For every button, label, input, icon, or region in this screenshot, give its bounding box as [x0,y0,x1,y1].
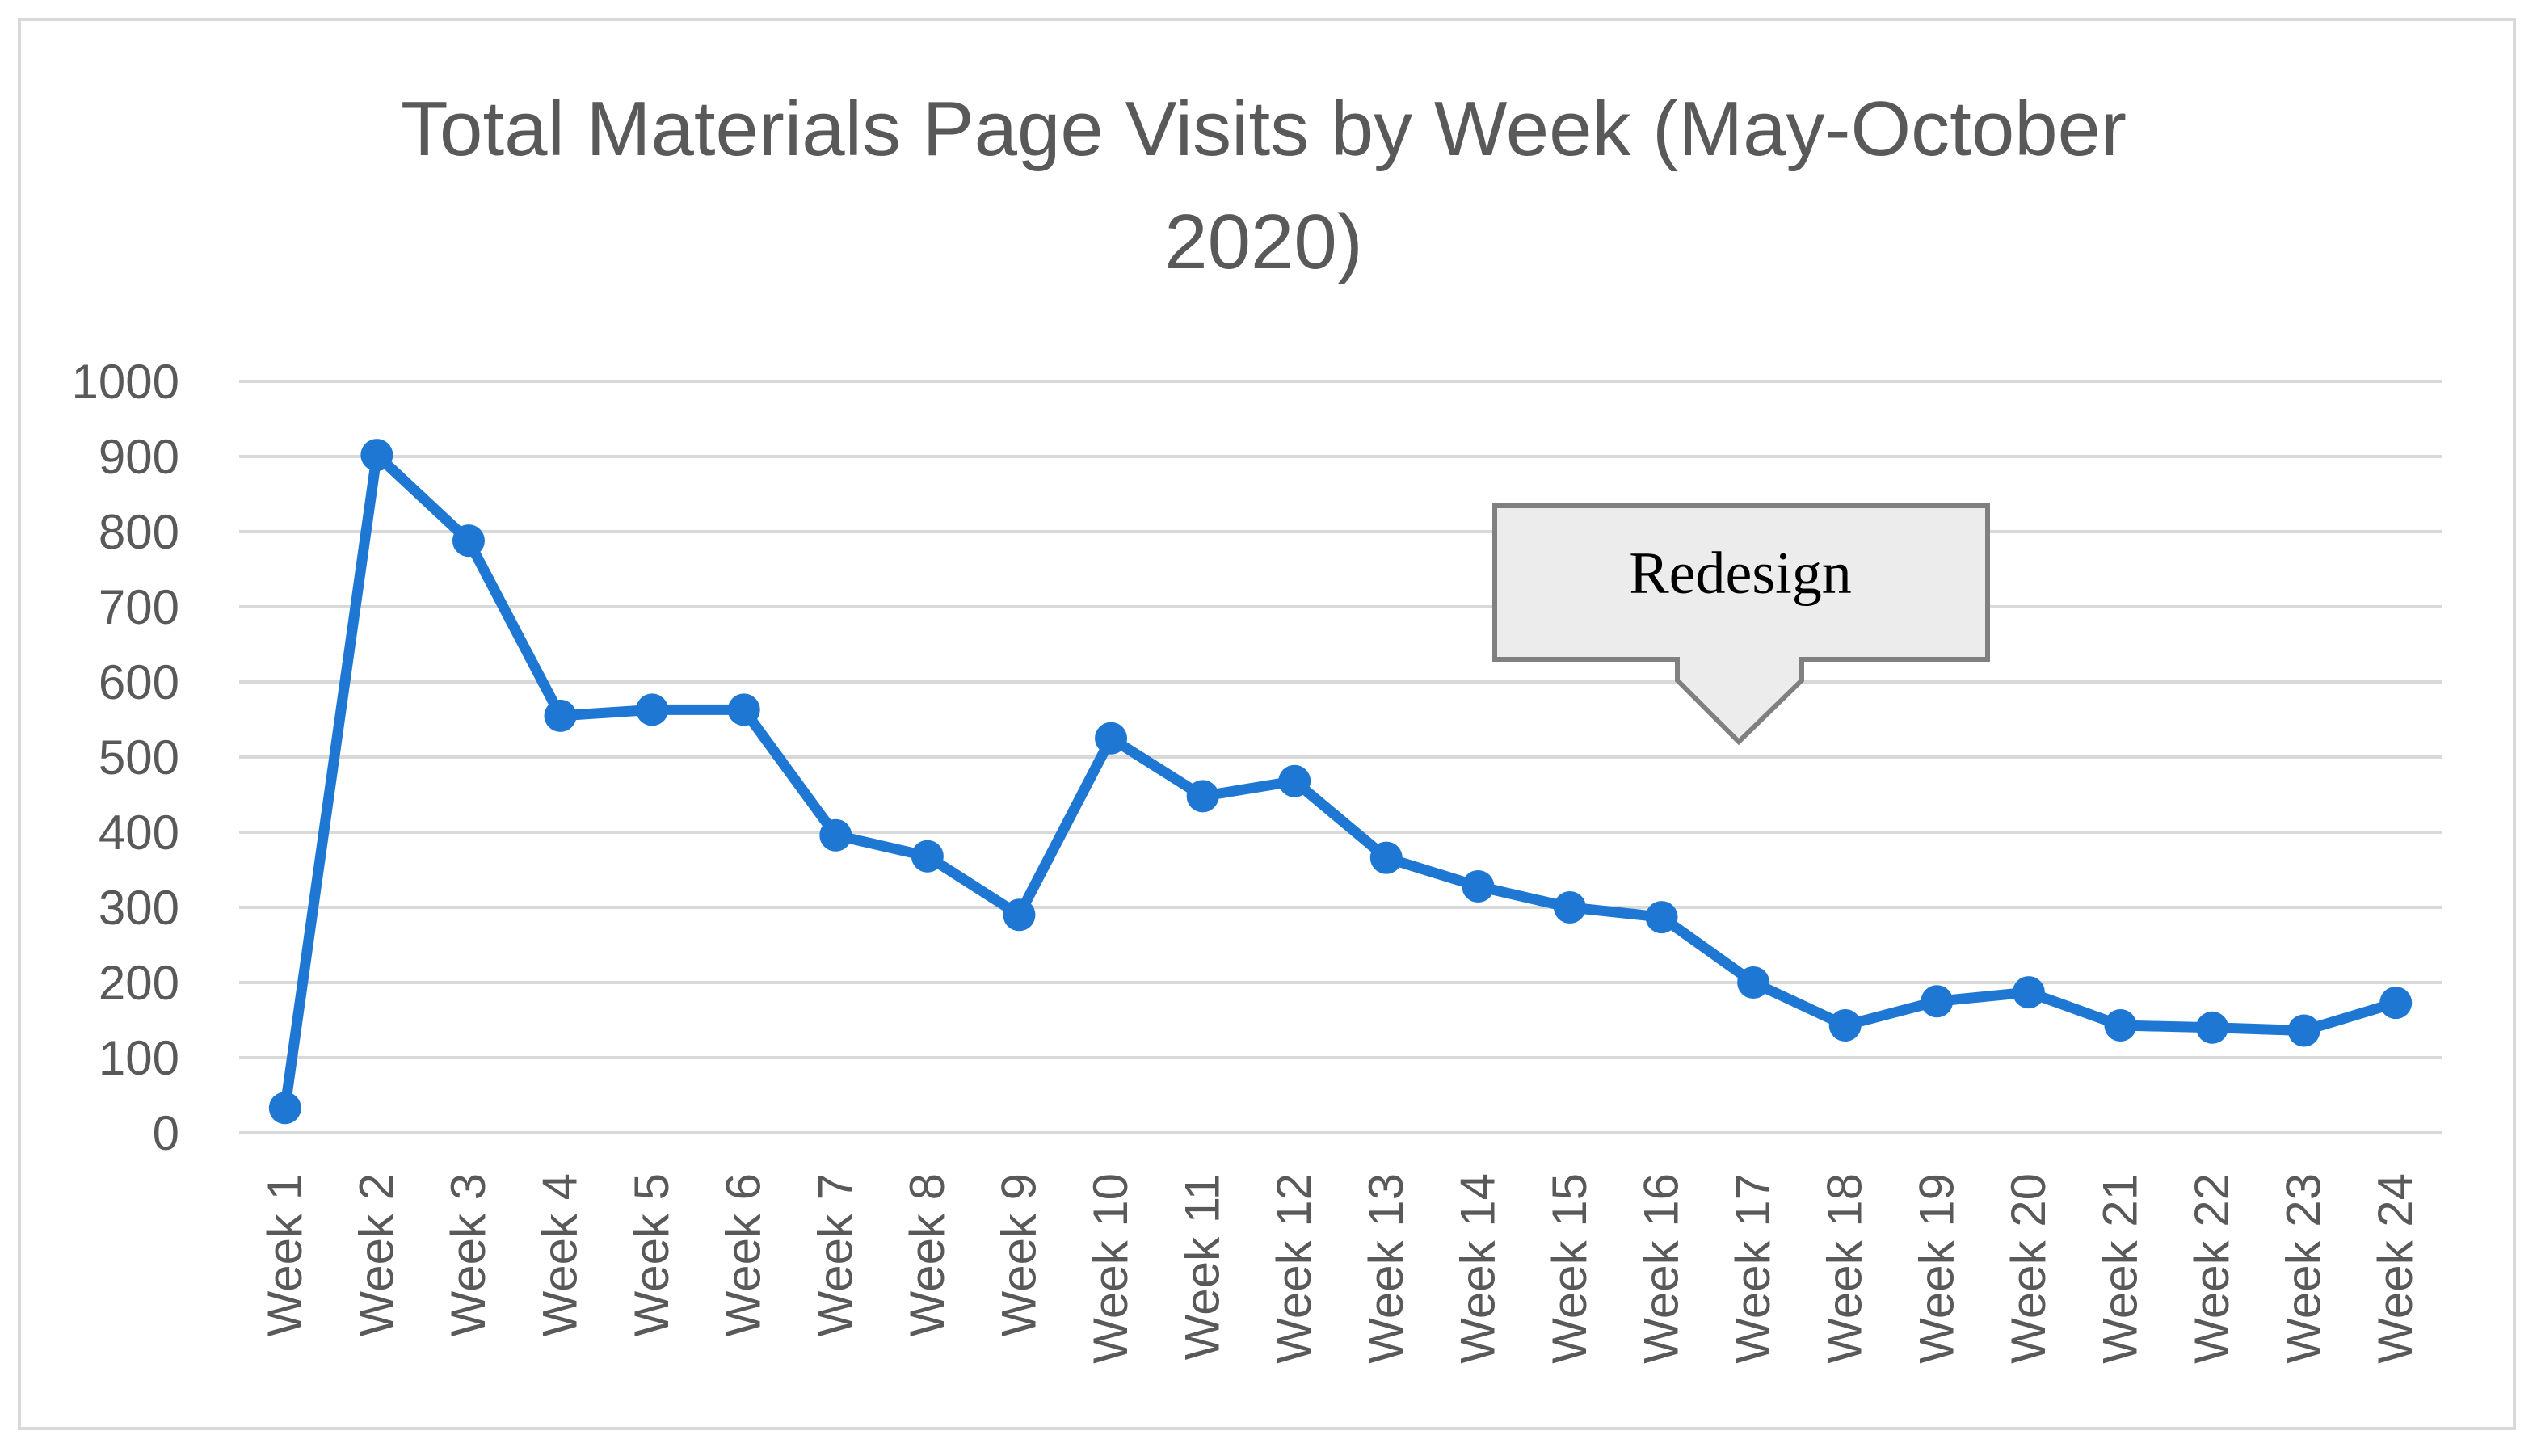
data-point [1737,966,1770,999]
x-tick-label: Week 20 [2001,1173,2055,1364]
data-point [360,439,393,472]
x-tick-label: Week 2 [349,1173,403,1336]
x-axis-ticks: Week 1 Week 2 Week 3 Week 4 Week 5 Week 6 Week… [258,1173,2422,1364]
data-point [1645,901,1678,934]
redesign-callout: Redesign [1492,503,1990,746]
series-line [280,449,2401,1113]
x-tick-label: Week 3 [441,1173,495,1336]
data-point [1369,841,1403,874]
x-tick-label: Week 17 [1726,1173,1780,1364]
data-point [1278,764,1311,797]
data-point [1828,1009,1862,1042]
x-tick-label: Week 18 [1818,1173,1872,1364]
x-tick-label: Week 24 [2368,1173,2422,1364]
data-point [1921,985,1954,1018]
data-point [2379,987,2413,1020]
x-tick-label: Week 23 [2277,1173,2331,1364]
x-tick-label: Week 15 [1542,1173,1597,1364]
data-point [1003,898,1036,932]
data-point [727,693,760,726]
x-tick-label: Week 10 [1083,1173,1138,1364]
x-tick-label: Week 14 [1450,1173,1504,1364]
data-point [268,1092,301,1125]
x-tick-label: Week 7 [808,1173,862,1336]
y-tick-label: 0 [153,1106,179,1160]
data-point [1462,869,1495,903]
chart-title-line2: 2020) [1164,199,1363,285]
x-tick-label: Week 1 [258,1173,312,1336]
chart-frame [18,18,2516,1430]
y-tick-label: 100 [99,1031,179,1085]
y-tick-label: 300 [99,881,179,935]
x-tick-label: Week 22 [2185,1173,2239,1364]
data-point [911,840,944,873]
data-point [452,524,485,558]
data-point [544,699,577,732]
series-group [268,439,2413,1125]
y-tick-label: 800 [99,505,179,559]
x-tick-label: Week 4 [533,1173,587,1336]
x-tick-label: Week 5 [625,1173,679,1336]
data-point [1553,891,1586,924]
x-tick-label: Week 8 [900,1173,954,1336]
data-point [2104,1009,2137,1042]
callout-label: Redesign [1629,541,1851,607]
data-point [2287,1014,2320,1047]
y-tick-label: 600 [99,655,179,709]
x-tick-label: Week 16 [1635,1173,1689,1364]
y-tick-label: 200 [99,956,179,1010]
data-point [2012,976,2045,1009]
chart-title-line1: Total Materials Page Visits by Week (May… [401,86,2127,172]
data-point [2196,1011,2229,1044]
y-tick-label: 700 [99,580,179,634]
y-tick-label: 1000 [72,355,179,409]
x-tick-label: Week 12 [1267,1173,1321,1364]
gridlines [239,380,2442,1134]
x-tick-label: Week 6 [717,1173,771,1336]
data-point [1186,780,1219,813]
y-tick-label: 400 [99,806,179,860]
data-point [819,818,852,852]
x-tick-label: Week 9 [991,1173,1046,1336]
data-point [636,693,669,726]
data-point [1095,722,1128,755]
x-tick-label: Week 13 [1359,1173,1413,1364]
x-tick-label: Week 11 [1176,1173,1230,1360]
y-axis-ticks: 0 100 200 300 400 500 600 700 800 900 1000 [72,355,179,1160]
x-tick-label: Week 21 [2093,1173,2147,1364]
y-tick-label: 900 [99,430,179,484]
callout-shape [1492,503,1990,746]
x-tick-label: Week 19 [1909,1173,1963,1364]
y-tick-label: 500 [99,730,179,785]
